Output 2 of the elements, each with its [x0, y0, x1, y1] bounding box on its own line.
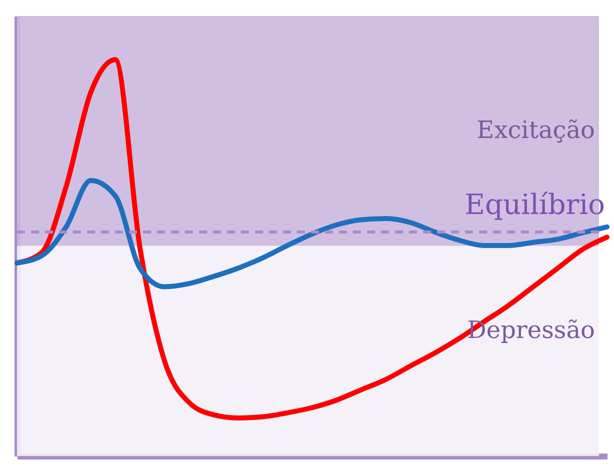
band-label: Excitação	[476, 116, 595, 144]
band-label: Depressão	[467, 316, 595, 344]
